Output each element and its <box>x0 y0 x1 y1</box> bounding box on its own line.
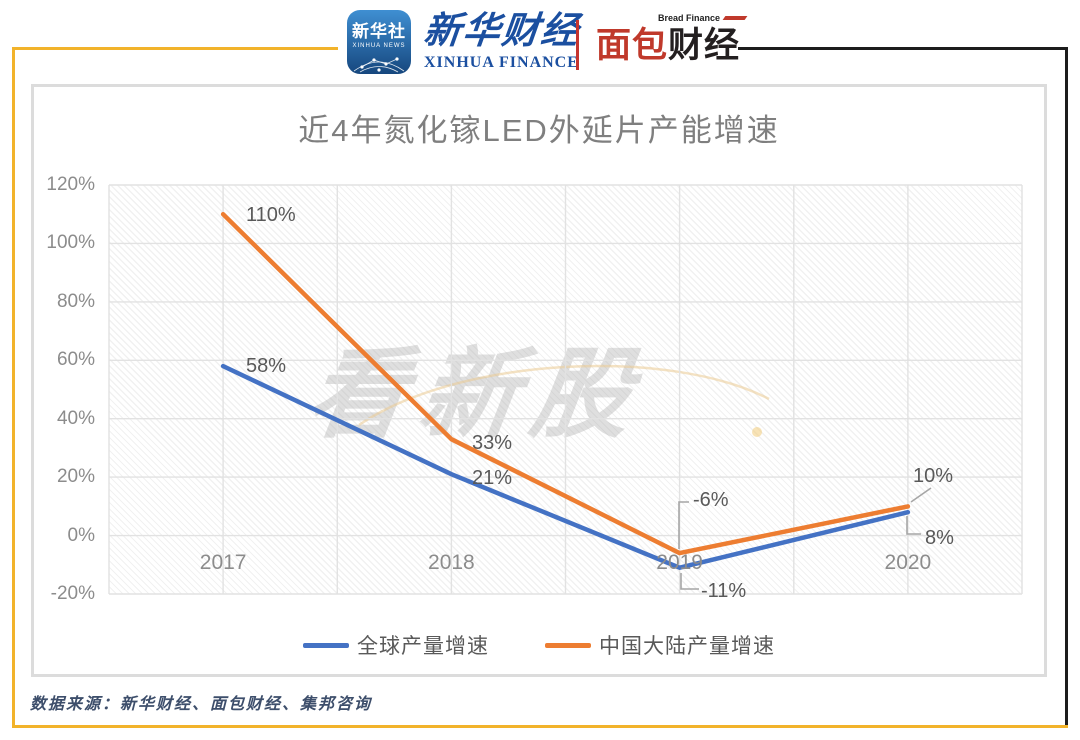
y-tick-label: 80% <box>56 290 95 312</box>
y-tick-label: 40% <box>56 407 95 429</box>
bread-finance-swoosh-icon <box>722 16 748 20</box>
frame-left-yellow-line <box>12 47 15 728</box>
bread-finance-logo: Bread Finance 面包财经 <box>596 12 748 68</box>
data-label: 10% <box>913 465 954 487</box>
legend-line-swatch-orange <box>545 642 591 648</box>
y-tick-label: 60% <box>56 349 95 371</box>
xinhua-news-logo-text: 新华社 <box>352 22 406 41</box>
y-tick-label: 20% <box>56 466 95 488</box>
x-tick-label: 2017 <box>199 550 247 574</box>
chart-panel: 近4年氮化镓LED外延片产能增速 看新股 120% 100% 80% 60% 40% 20… <box>31 84 1047 677</box>
header-divider-line <box>576 20 579 70</box>
bread-finance-logo-text: 面包财经 <box>596 26 741 65</box>
y-tick-label: -20% <box>50 583 95 604</box>
xinhua-finance-logo: 新华财经 XINHUA FINANCE <box>422 8 604 72</box>
y-tick-label: 0% <box>67 524 95 546</box>
data-label: 8% <box>925 527 954 549</box>
frame-top-black-line <box>738 47 1068 50</box>
x-tick-label: 2018 <box>428 550 475 574</box>
legend-label: 全球产量增速 <box>357 635 489 658</box>
data-source-note: 数据来源：新华财经、面包财经、集邦咨询 <box>30 694 373 713</box>
y-tick-label: 120% <box>46 174 95 195</box>
legend-label: 中国大陆产量增速 <box>599 635 775 658</box>
x-tick-label: 2019 <box>656 550 703 574</box>
data-label: -11% <box>701 580 747 602</box>
data-label: 33% <box>472 432 513 454</box>
frame-bottom-yellow-line <box>12 725 1068 728</box>
header: 新华社 XINHUA NEWS 新华财经 XINHUA FINANCE Brea… <box>0 0 1080 84</box>
frame-right-black-line <box>1065 47 1068 728</box>
xinhua-finance-logo-subtext: XINHUA FINANCE <box>424 54 579 71</box>
bread-finance-logo-subtext: Bread Finance <box>657 13 720 23</box>
chart-legend: 全球产量增速 中国大陆产量增速 <box>34 630 1044 660</box>
data-label: 21% <box>472 467 513 489</box>
line-chart <box>108 184 1023 595</box>
data-label: 110% <box>246 204 296 226</box>
data-label: 58% <box>246 355 287 377</box>
globe-network-icon <box>353 57 405 73</box>
plot-area: 看新股 120% 100% 80% 60% 40% 20% 0% -20% 2017 2018 2… <box>46 174 1023 604</box>
legend-item-china: 中国大陆产量增速 <box>545 630 775 660</box>
xinhua-news-logo: 新华社 XINHUA NEWS <box>347 10 411 74</box>
y-tick-label: 100% <box>46 232 95 254</box>
frame-top-yellow-line <box>12 47 338 50</box>
x-tick-label: 2020 <box>884 550 932 574</box>
legend-line-swatch-blue <box>303 642 349 648</box>
legend-item-global: 全球产量增速 <box>303 630 489 660</box>
data-label: -6% <box>693 489 729 511</box>
xinhua-news-logo-subtext: XINHUA NEWS <box>352 43 406 49</box>
chart-title: 近4年氮化镓LED外延片产能增速 <box>298 113 780 148</box>
